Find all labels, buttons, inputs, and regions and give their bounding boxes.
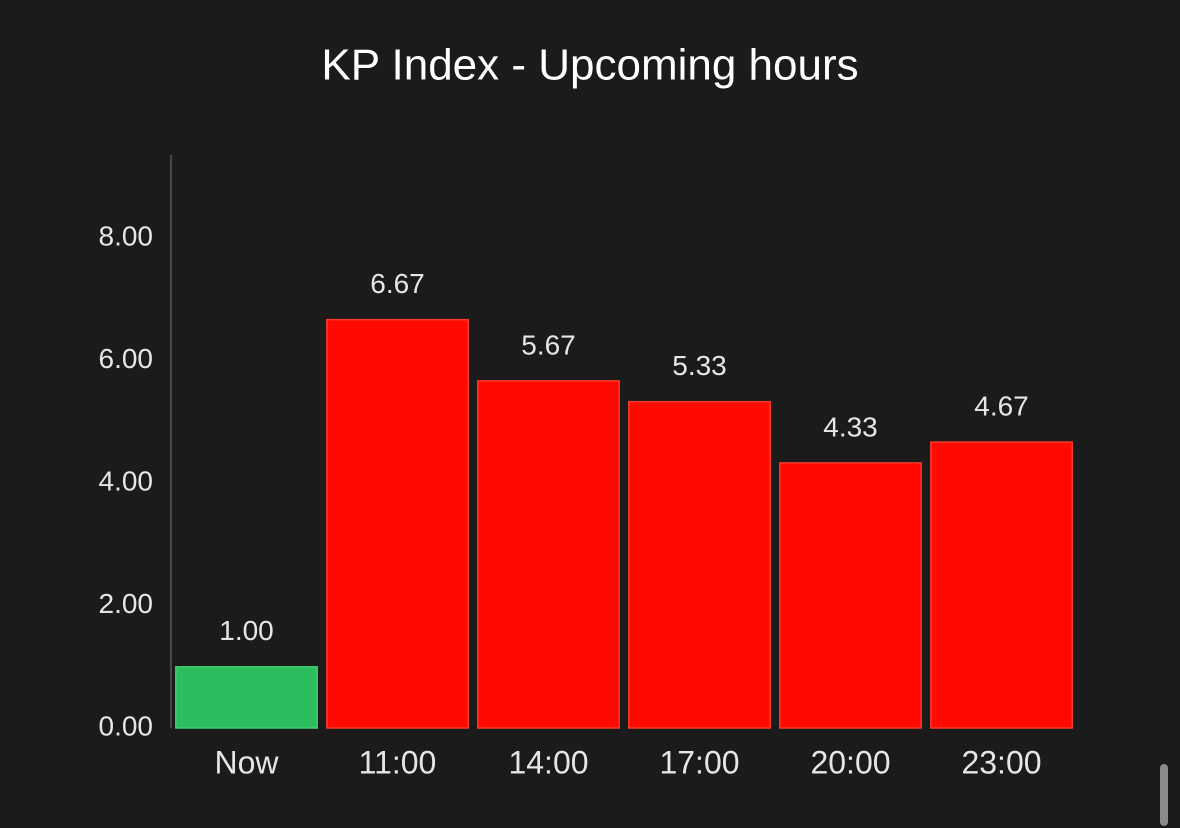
x-tick-label: 17:00 — [659, 744, 739, 780]
value-label: 5.67 — [521, 329, 576, 360]
bar — [477, 380, 620, 729]
x-tick-label: 20:00 — [810, 744, 890, 780]
value-label: 5.33 — [672, 350, 727, 381]
bar — [175, 666, 318, 729]
bar — [779, 462, 922, 729]
chart-title: KP Index - Upcoming hours — [321, 41, 858, 90]
bar — [930, 441, 1073, 729]
bar — [326, 318, 469, 729]
x-tick-label: 11:00 — [359, 744, 437, 780]
y-tick-label: 2.00 — [99, 588, 154, 619]
x-tick-label: Now — [214, 744, 279, 780]
value-label: 6.67 — [370, 268, 425, 299]
x-tick-label: 23:00 — [961, 744, 1041, 780]
scrollbar[interactable] — [1160, 764, 1168, 826]
bar — [628, 400, 771, 729]
y-tick-label: 0.00 — [99, 710, 154, 741]
value-label: 4.67 — [974, 391, 1029, 422]
value-label: 1.00 — [219, 615, 274, 646]
y-tick-label: 8.00 — [99, 221, 154, 252]
x-tick-label: 14:00 — [508, 744, 588, 780]
y-tick-label: 4.00 — [99, 466, 154, 497]
value-label: 4.33 — [823, 411, 878, 442]
y-tick-label: 6.00 — [99, 343, 154, 374]
